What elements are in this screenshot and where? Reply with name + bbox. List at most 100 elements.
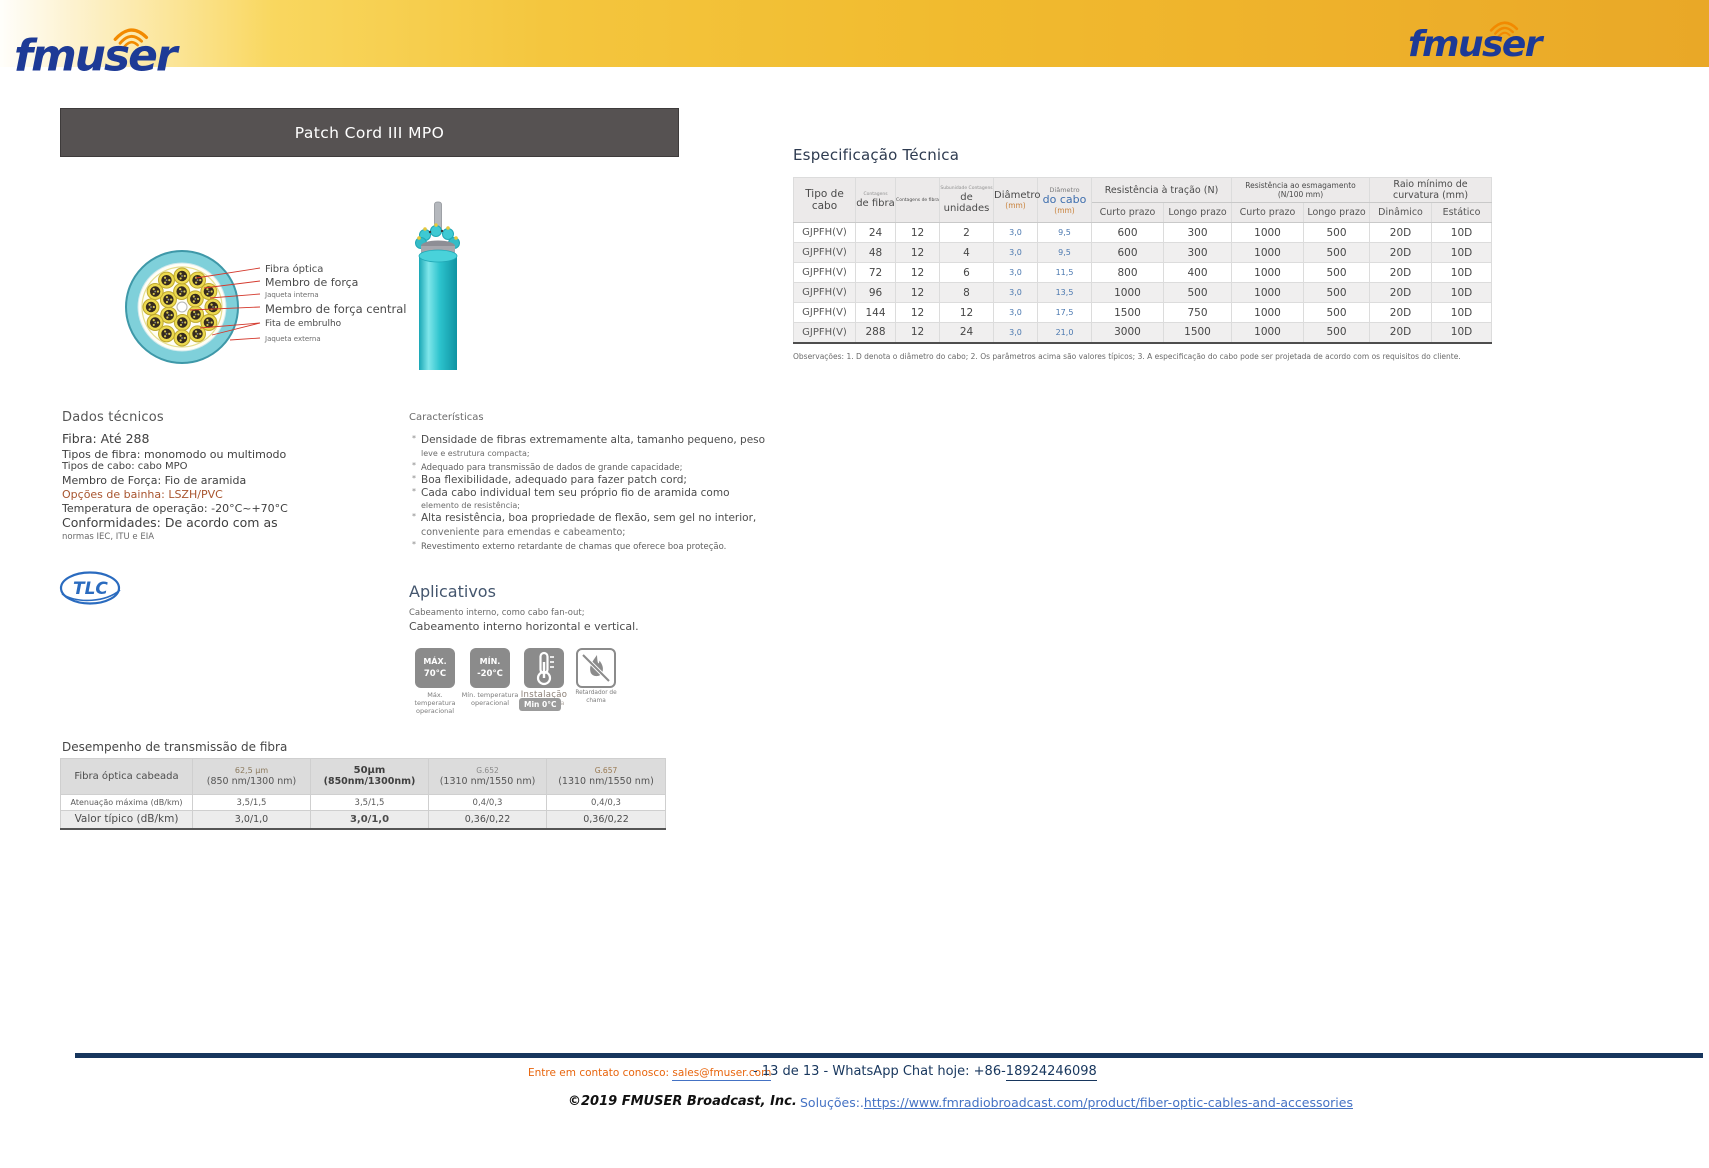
pointer-lines bbox=[189, 267, 261, 341]
sub-cables bbox=[415, 223, 460, 249]
perf-cell: 0,36/0,22 bbox=[546, 810, 666, 829]
spec-row: GJPFH(V) 96 12 8 3,0 13,5 1000 500 1000 500 20D 10D bbox=[793, 282, 1493, 303]
diagram-label: Membro de força central bbox=[265, 302, 407, 316]
spec-cell: 1000 bbox=[1231, 262, 1305, 283]
perf-cell: 3,5/1,5 bbox=[192, 794, 311, 811]
fmuser-logo-left: fmuser bbox=[14, 28, 182, 80]
spec-cell: 1000 bbox=[1231, 222, 1305, 243]
spec-cell: 10D bbox=[1431, 322, 1493, 343]
perf-cell: 0,36/0,22 bbox=[428, 810, 547, 829]
logo-arc-icon bbox=[118, 34, 144, 45]
spec-cell: 10D bbox=[1431, 242, 1493, 263]
spec-cell: 72 bbox=[855, 262, 896, 283]
perf-row: Valor típico (dB/km) 3,0/1,0 3,0/1,0 0,36/0… bbox=[60, 810, 666, 829]
col-header-fibra: Contagens de fibra bbox=[855, 177, 896, 223]
feature-item: Adequado para transmissão de dados de gr… bbox=[412, 461, 682, 473]
spec-heading: Especificação Técnica bbox=[793, 146, 960, 164]
feature-item-sub: leve e estrutura compacta; bbox=[421, 449, 530, 458]
spec-cell: 1000 bbox=[1231, 302, 1305, 323]
solutions-label: Soluções:. bbox=[800, 1095, 864, 1110]
spec-row: GJPFH(V) 48 12 4 3,0 9,5 600 300 1000 500 20D 10D bbox=[793, 242, 1493, 263]
col-header-tipo: Tipo de cabo bbox=[793, 177, 856, 223]
perf-col-header: 50μm (850nm/1300nm) bbox=[310, 758, 429, 795]
spec-cell: 12 bbox=[939, 302, 994, 323]
sub-header: Longo prazo bbox=[1162, 202, 1233, 223]
diagram-label: Fibra óptica bbox=[265, 264, 324, 275]
caracteristicas-heading: Características bbox=[409, 412, 484, 423]
cable-3d-illustration bbox=[415, 201, 460, 370]
feature-item: Cada cabo individual tem seu próprio fio… bbox=[412, 487, 730, 499]
group-header-raio: Raio mínimo de curvatura (mm) bbox=[1369, 177, 1493, 203]
footer-contact: Entre em contato conosco: sales@fmuser.c… bbox=[528, 1067, 772, 1081]
perf-col-header: 62,5 μm (850 nm/1300 nm) bbox=[192, 758, 311, 795]
spec-cell: GJPFH(V) bbox=[793, 242, 856, 263]
spec-cell: 288 bbox=[855, 322, 896, 343]
feature-item: Alta resistência, boa propriedade de fle… bbox=[412, 512, 756, 524]
solutions-url-link[interactable]: https://www.fmradiobroadcast.com/product… bbox=[863, 1095, 1353, 1110]
spec-cell: 750 bbox=[1162, 302, 1233, 323]
sub-header: Curto prazo bbox=[1231, 202, 1305, 223]
spec-cell: 20D bbox=[1369, 282, 1433, 303]
icon-caption: Máx. temperatura operacional bbox=[414, 691, 456, 715]
feature-item: Boa flexibilidade, adequado para fazer p… bbox=[412, 474, 687, 486]
perf-col-header: Fibra óptica cabeada bbox=[60, 758, 193, 795]
thermometer-icon bbox=[524, 648, 564, 688]
product-title: Patch Cord III MPO bbox=[294, 123, 445, 142]
spec-row: GJPFH(V) 24 12 2 3,0 9,5 600 300 1000 500 20D 10D bbox=[793, 222, 1493, 243]
spec-cell: 600 bbox=[1091, 242, 1164, 263]
perf-cell: 0,4/0,3 bbox=[428, 794, 547, 811]
spec-cell: 3,0 bbox=[993, 262, 1038, 283]
min-install-temp-badge: Min 0°C bbox=[519, 698, 562, 711]
spec-cell: 10D bbox=[1431, 282, 1493, 303]
aplicativos-line: Cabeamento interno horizontal e vertical… bbox=[409, 620, 639, 633]
spec-cell: 96 bbox=[855, 282, 896, 303]
dados-tecnicos-heading: Dados técnicos bbox=[62, 410, 164, 425]
icon-caption: Mín. temperatura operacional bbox=[461, 691, 519, 707]
diagram-label: Fita de embrulho bbox=[265, 319, 342, 329]
logo-arc-icon bbox=[1494, 26, 1514, 35]
spec-row: GJPFH(V) 72 12 6 3,0 11,5 800 400 1000 500 20D 10D bbox=[793, 262, 1493, 283]
spec-cell: 500 bbox=[1303, 302, 1371, 323]
contact-label: Entre em contato conosco: bbox=[528, 1067, 673, 1079]
diagram-label: Membro de força bbox=[265, 276, 359, 289]
spec-cell: GJPFH(V) bbox=[793, 262, 856, 283]
dados-line: Fibra: Até 288 bbox=[62, 431, 150, 446]
logo-text: fmuser bbox=[1408, 24, 1545, 64]
spec-cell: 20D bbox=[1369, 302, 1433, 323]
dados-line: normas IEC, ITU e EIA bbox=[62, 532, 155, 542]
spec-cell: 1000 bbox=[1231, 322, 1305, 343]
footer-copyright: ©2019 FMUSER Broadcast, Inc. bbox=[568, 1094, 797, 1109]
spec-row: GJPFH(V) 288 12 24 3,0 21,0 3000 1500 1000 500 20D… bbox=[793, 322, 1493, 343]
spec-cell: 20D bbox=[1369, 322, 1433, 343]
group-header-esmagamento: Resistência ao esmagamento (N/100 mm) bbox=[1231, 177, 1371, 203]
spec-cell: 12 bbox=[895, 222, 940, 243]
dados-line: Membro de Força: Fio de aramida bbox=[62, 474, 247, 487]
spec-cell: 1000 bbox=[1091, 282, 1164, 303]
whatsapp-phone-link[interactable]: 18924246098 bbox=[1005, 1064, 1097, 1081]
feature-item-sub: elemento de resistência; bbox=[421, 501, 520, 510]
col-header-unidades: Subunidade Contagens de unidades bbox=[939, 177, 994, 223]
footer-page-info: - 13 de 13 - WhatsApp Chat hoje: +86-189… bbox=[753, 1064, 1097, 1081]
spec-cell: 9,5 bbox=[1037, 222, 1092, 243]
contact-email-link[interactable]: sales@fmuser.com bbox=[672, 1067, 772, 1081]
spec-cell: 300 bbox=[1162, 242, 1233, 263]
spec-cell: 48 bbox=[855, 242, 896, 263]
header-band bbox=[0, 0, 1709, 67]
spec-row: GJPFH(V) 144 12 12 3,0 17,5 1500 750 1000 500 20D 1… bbox=[793, 302, 1493, 323]
spec-cell: 3,0 bbox=[993, 242, 1038, 263]
icon-label: MÁX. bbox=[423, 657, 447, 666]
spec-cell: 10D bbox=[1431, 222, 1493, 243]
sub-header: Dinâmico bbox=[1369, 202, 1433, 223]
spec-cell: 12 bbox=[895, 262, 940, 283]
perf-cell: 3,5/1,5 bbox=[310, 794, 429, 811]
sub-header: Estático bbox=[1431, 202, 1493, 223]
spec-cell: 6 bbox=[939, 262, 994, 283]
spec-cell: 500 bbox=[1303, 242, 1371, 263]
perf-cell: Valor típico (dB/km) bbox=[60, 810, 193, 829]
fmuser-logo-right: fmuser bbox=[1408, 21, 1546, 64]
spec-cell: 24 bbox=[855, 222, 896, 243]
perf-cell: 3,0/1,0 bbox=[192, 810, 311, 829]
spec-cell: 12 bbox=[895, 322, 940, 343]
sub-header: Curto prazo bbox=[1091, 202, 1164, 223]
